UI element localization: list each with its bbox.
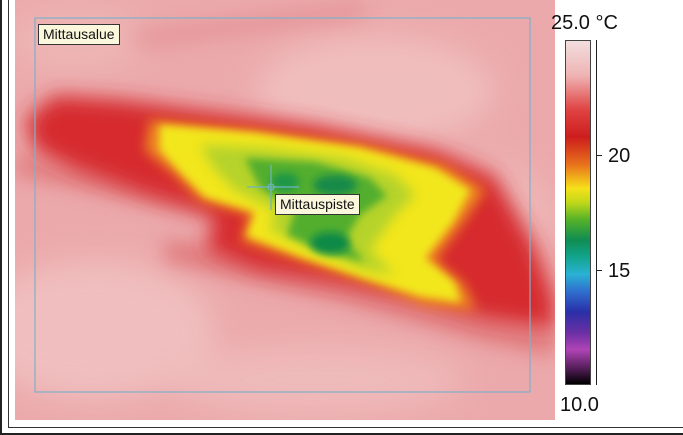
crosshair-icon [247,165,299,210]
scale-max-label: 25.0 °C [551,12,618,34]
measurement-spot-label: Mittauspiste [275,194,360,215]
tick-mark-15 [596,270,602,271]
colorbar-axis [596,40,597,385]
temperature-colorbar [565,40,591,385]
measurement-area-frame [34,17,531,393]
scale-min-label: 10.0 [560,394,599,416]
tick-label-20: 20 [608,145,631,167]
bottom-divider [8,427,683,428]
tick-label-15: 15 [608,260,631,282]
measurement-area-label: Mittausalue [38,24,120,45]
left-divider [8,0,9,428]
tick-mark-20 [596,155,602,156]
